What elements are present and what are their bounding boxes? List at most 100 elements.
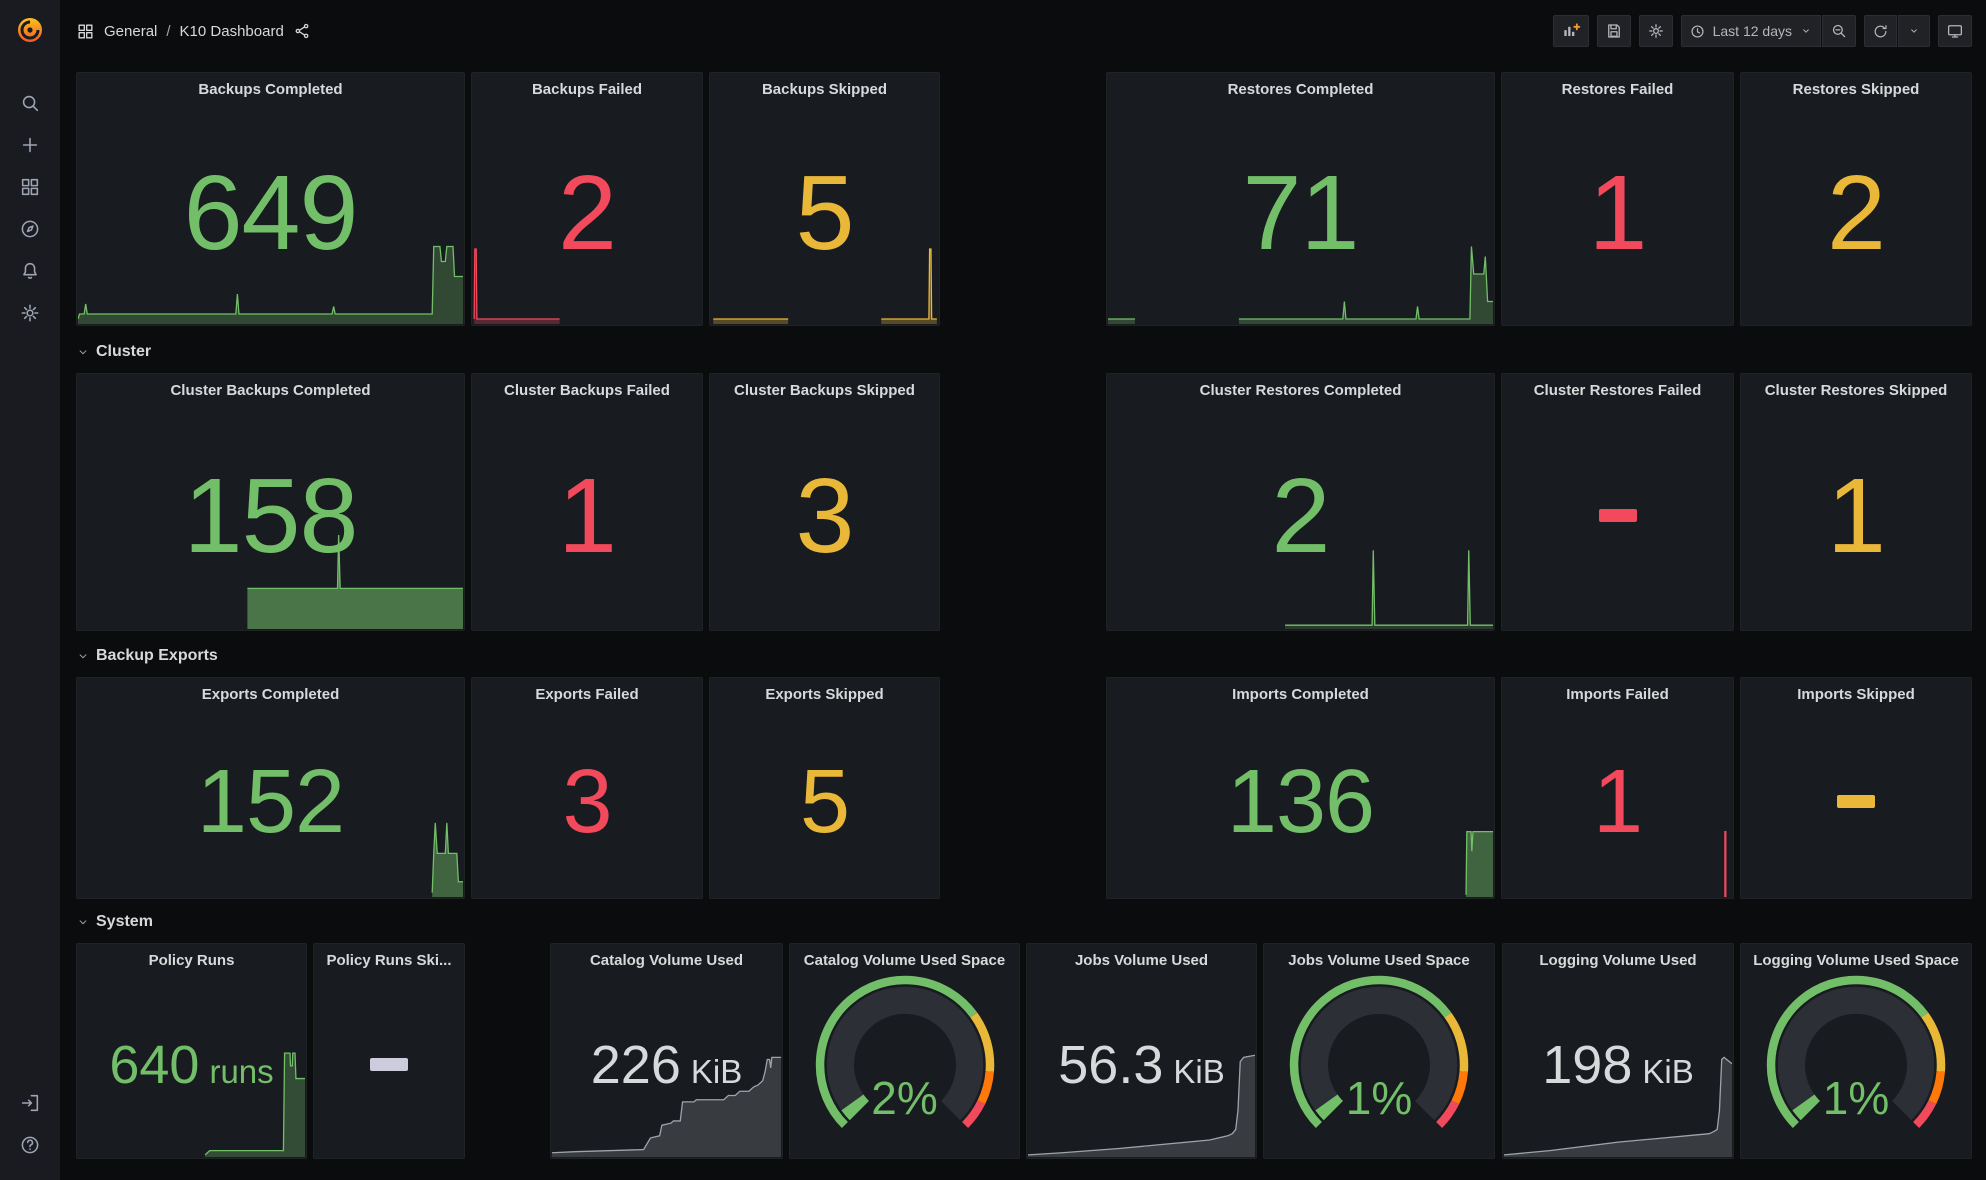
- add-panel-button[interactable]: [1552, 15, 1589, 47]
- panel-logging-volume-used-space: Logging Volume Used Space 1%: [1740, 943, 1972, 1159]
- panel-policy-runs-skipped: Policy Runs Ski... -: [313, 943, 465, 1159]
- panel-restores-failed: Restores Failed 1: [1501, 72, 1734, 326]
- stat-value: 1: [1592, 751, 1643, 852]
- panel-exports-completed: Exports Completed 152: [76, 677, 465, 899]
- sparkline: [473, 74, 560, 324]
- time-picker-group: Last 12 days: [1680, 15, 1856, 47]
- refresh-interval-dropdown[interactable]: [1898, 15, 1930, 47]
- section-title: Backup Exports: [96, 647, 218, 664]
- panel-title[interactable]: Backups Completed: [198, 81, 343, 98]
- panel-title[interactable]: Exports Skipped: [765, 686, 884, 703]
- panel-cluster-restores-failed: Cluster Restores Failed -: [1501, 373, 1734, 631]
- configuration-gear-icon[interactable]: [8, 292, 52, 334]
- panel-title[interactable]: Exports Failed: [535, 686, 639, 703]
- sparkline: [552, 945, 781, 1157]
- panel-title[interactable]: Restores Completed: [1227, 81, 1374, 98]
- stat-value: 1: [1588, 153, 1648, 272]
- panel-title[interactable]: Restores Failed: [1561, 81, 1674, 98]
- sign-in-icon[interactable]: [8, 1082, 52, 1124]
- chevron-down-icon: [79, 920, 87, 925]
- create-plus-icon[interactable]: [8, 124, 52, 166]
- dashboard-settings-button[interactable]: [1638, 15, 1673, 47]
- panel-logging-volume-used: Logging Volume Used 198 KiB: [1502, 943, 1734, 1159]
- sparkline: [1108, 679, 1493, 897]
- panel-title[interactable]: Imports Completed: [1232, 686, 1369, 703]
- chevron-down-icon: [1803, 29, 1809, 33]
- panel-title[interactable]: Catalog Volume Used Space: [803, 952, 1006, 969]
- panel-cluster-restores-skipped: Cluster Restores Skipped 1: [1740, 373, 1972, 631]
- panel-title[interactable]: Cluster Restores Skipped: [1764, 382, 1948, 399]
- cycle-view-mode-button[interactable]: [1938, 15, 1972, 47]
- stat-value: 136: [1226, 751, 1375, 852]
- no-data-dash: -: [1598, 509, 1637, 523]
- panel-title[interactable]: Policy Runs: [148, 952, 235, 969]
- panel-title[interactable]: Backups Failed: [531, 81, 643, 98]
- breadcrumb-dashboard[interactable]: K10 Dashboard: [179, 22, 284, 40]
- panel-title[interactable]: Imports Skipped: [1797, 686, 1915, 703]
- panel-title[interactable]: Logging Volume Used Space: [1753, 952, 1959, 969]
- section-header-cluster[interactable]: Cluster: [76, 340, 151, 364]
- panel-title[interactable]: Imports Failed: [1566, 686, 1669, 703]
- stat-value: 1: [558, 456, 617, 575]
- gauge: 1%: [1277, 973, 1481, 1150]
- panel-title[interactable]: Cluster Backups Failed: [504, 382, 670, 399]
- breadcrumb-separator: /: [166, 22, 171, 40]
- zoom-out-time-button[interactable]: [1822, 15, 1856, 47]
- panel-title[interactable]: Cluster Restores Completed: [1199, 382, 1402, 399]
- stat-unit: KiB: [1173, 1052, 1225, 1090]
- navbar-actions: Last 12 days: [1552, 15, 1972, 47]
- panel-backups-skipped: Backups Skipped 5: [709, 72, 940, 326]
- stat-value: 2: [1827, 153, 1886, 272]
- time-range-picker[interactable]: Last 12 days: [1680, 15, 1821, 47]
- panel-exports-failed: Exports Failed 3: [471, 677, 703, 899]
- panel-cluster-backups-completed: Cluster Backups Completed 158: [76, 373, 465, 631]
- section-header-backup-exports[interactable]: Backup Exports: [76, 644, 218, 668]
- stat-value: 1: [1827, 456, 1886, 575]
- panel-restores-completed: Restores Completed 71: [1106, 72, 1495, 326]
- alerting-bell-icon[interactable]: [8, 250, 52, 292]
- panel-title[interactable]: Cluster Restores Failed: [1533, 382, 1702, 399]
- chevron-down-icon: [79, 350, 87, 355]
- gauge-value: 1%: [1822, 1072, 1890, 1125]
- panel-policy-runs: Policy Runs 640 runs: [76, 943, 307, 1159]
- panel-imports-completed: Imports Completed 136: [1106, 677, 1495, 899]
- stat-value: 198: [1542, 1034, 1633, 1095]
- help-icon[interactable]: [8, 1124, 52, 1166]
- chevron-down-icon: [79, 654, 87, 659]
- panel-title[interactable]: Jobs Volume Used Space: [1288, 952, 1470, 969]
- sparkline: [78, 945, 305, 1157]
- panel-title[interactable]: Logging Volume Used: [1539, 952, 1697, 969]
- refresh-button[interactable]: [1864, 15, 1897, 47]
- explore-compass-icon[interactable]: [8, 208, 52, 250]
- panel-title[interactable]: Backups Skipped: [761, 81, 888, 98]
- time-range-label: Last 12 days: [1712, 23, 1792, 39]
- panel-cluster-backups-failed: Cluster Backups Failed 1: [471, 373, 703, 631]
- save-dashboard-button[interactable]: [1596, 15, 1631, 47]
- search-icon[interactable]: [8, 82, 52, 124]
- panel-title[interactable]: Restores Skipped: [1792, 81, 1920, 98]
- grafana-logo-icon[interactable]: [8, 8, 52, 52]
- panel-catalog-volume-used: Catalog Volume Used 226 KiB: [550, 943, 783, 1159]
- panel-title[interactable]: Exports Completed: [201, 686, 340, 703]
- stat-value: 152: [196, 751, 345, 852]
- stat-value: 2: [558, 153, 617, 272]
- panel-title[interactable]: Cluster Backups Completed: [170, 382, 371, 399]
- panel-title[interactable]: Catalog Volume Used: [589, 952, 744, 969]
- panel-imports-skipped: Imports Skipped -: [1740, 677, 1972, 899]
- stat-value: 5: [799, 751, 850, 852]
- panel-title[interactable]: Jobs Volume Used: [1074, 952, 1209, 969]
- sparkline: [78, 74, 463, 324]
- stat-value: 2: [1271, 456, 1331, 575]
- sparkline: [1504, 945, 1732, 1157]
- section-header-system[interactable]: System: [76, 910, 153, 934]
- no-data-dash: -: [1837, 795, 1875, 809]
- dashboards-icon[interactable]: [8, 166, 52, 208]
- refresh-group: [1864, 15, 1930, 47]
- panel-title[interactable]: Cluster Backups Skipped: [734, 382, 915, 399]
- panel-cluster-backups-skipped: Cluster Backups Skipped 3: [709, 373, 940, 631]
- share-icon[interactable]: [293, 22, 311, 40]
- panel-title[interactable]: Policy Runs Ski...: [326, 952, 452, 969]
- breadcrumb-folder[interactable]: General: [104, 22, 158, 40]
- sparkline: [247, 375, 463, 629]
- sparkline: [78, 679, 463, 897]
